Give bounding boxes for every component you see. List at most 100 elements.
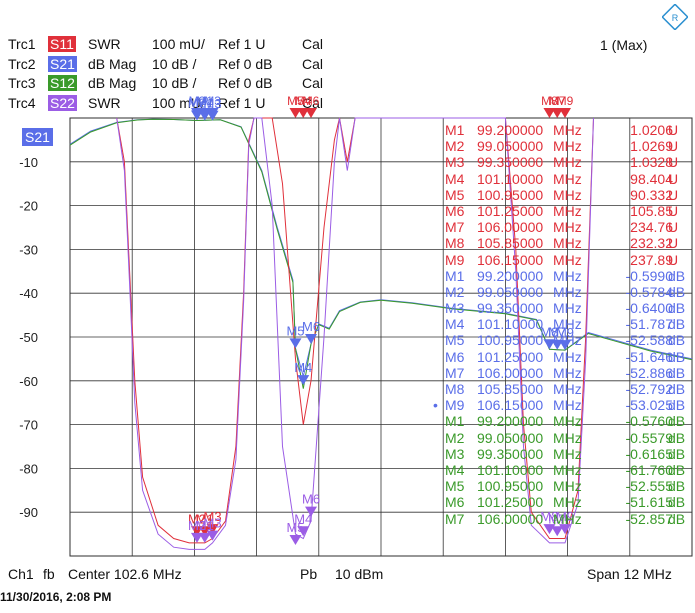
marker-id: M2: [445, 138, 465, 155]
marker-label: M3: [204, 509, 222, 524]
marker-frequency: 106.15000: [477, 251, 544, 268]
marker-value-unit: dB: [668, 267, 686, 284]
trace-format: SWR: [88, 94, 121, 111]
top-marker-triangle: [297, 108, 310, 118]
marker-frequency-unit: MHz: [553, 316, 582, 333]
marker-value-unit: U: [668, 235, 679, 252]
marker-label: M2: [188, 96, 206, 111]
marker-id: M5: [445, 332, 465, 349]
marker-table-row: • M9 106.15000 MHz -53.025 dB: [433, 397, 691, 414]
y-tick-label: -10: [19, 155, 38, 170]
trace-scale: 10 dB /: [152, 55, 197, 72]
marker-table-row: M4 101.10000 MHz 98.404 U: [443, 171, 691, 187]
marker-id: M1: [445, 267, 465, 284]
marker-value-unit: U: [668, 138, 679, 155]
trace-ref: Ref 0 dB: [218, 75, 273, 91]
marker-frequency: 101.25000: [477, 348, 544, 365]
marker-value-unit: dB: [668, 478, 686, 495]
marker-frequency: 99.050000: [477, 429, 544, 446]
marker-id: M4: [445, 461, 465, 478]
marker-table-row: M3 99.350000 MHz 1.0328 U: [443, 154, 691, 170]
trace-scale: 100 mU/: [152, 94, 205, 111]
marker-frequency: 105.85000: [477, 235, 544, 252]
marker-value: 98.404: [630, 170, 673, 187]
marker-value: -52.857: [625, 510, 673, 527]
marker-frequency: 100.95000: [477, 186, 544, 203]
marker-frequency-unit: MHz: [553, 202, 582, 219]
marker-label: M6: [302, 492, 320, 507]
marker-label: M1: [196, 511, 214, 526]
active-marker-dot: •: [433, 397, 438, 414]
marker-value: -51.615: [625, 494, 673, 511]
trace-format: dB Mag: [88, 55, 137, 72]
marker-frequency-unit: MHz: [553, 122, 582, 138]
marker-value: 90.332: [630, 186, 673, 203]
marker-value: -0.6165: [625, 445, 673, 462]
top-marker-label: M1: [196, 94, 213, 108]
marker-value: -0.5990: [625, 267, 673, 284]
marker-value: -0.5579: [625, 429, 673, 446]
marker-triangle: [190, 532, 203, 543]
marker-id: M4: [445, 170, 465, 187]
marker-id: M6: [445, 202, 465, 219]
marker-label: M1: [196, 518, 214, 533]
marker-id: M7: [445, 219, 465, 236]
trace-param: S12: [48, 75, 77, 91]
marker-frequency-unit: MHz: [553, 283, 582, 300]
top-marker-label: M3: [204, 94, 221, 108]
marker-id: M6: [445, 494, 465, 511]
marker-table-row: M1 99.200000 MHz 1.0206 U: [443, 122, 691, 138]
marker-table-row: M1 99.200000 MHz -0.5760 dB: [443, 413, 691, 429]
marker-value-unit: dB: [668, 316, 686, 333]
marker-id: M5: [445, 478, 465, 495]
marker-frequency: 106.00000: [477, 219, 544, 236]
marker-value-unit: dB: [668, 413, 686, 430]
marker-table-row: M6 101.25000 MHz 105.85 U: [443, 203, 691, 219]
marker-label: M7: [548, 511, 566, 526]
marker-table-row: M8 105.85000 MHz -52.792 dB: [443, 381, 691, 397]
marker-frequency-unit: MHz: [553, 429, 582, 446]
marker-value: -51.646: [625, 348, 673, 365]
marker-frequency: 101.10000: [477, 461, 544, 478]
top-marker-triangle: [305, 108, 318, 118]
marker-value: -0.5784: [625, 283, 673, 300]
marker-frequency: 99.200000: [477, 122, 544, 138]
top-marker-label: M7: [549, 94, 566, 108]
marker-frequency: 101.25000: [477, 202, 544, 219]
marker-triangle: [305, 506, 318, 517]
y-tick-label: -20: [19, 199, 38, 214]
trace-param: S21: [48, 55, 77, 72]
marker-value: 1.0269: [630, 138, 673, 155]
marker-value: -0.5760: [625, 413, 673, 430]
marker-id: M9: [445, 397, 465, 414]
marker-label: M4: [294, 360, 312, 375]
marker-value-unit: dB: [668, 348, 686, 365]
marker-id: M5: [445, 186, 465, 203]
marker-value-unit: U: [668, 154, 679, 171]
marker-id: M1: [445, 122, 465, 138]
marker-frequency: 100.95000: [477, 478, 544, 495]
marker-frequency: 105.85000: [477, 381, 544, 397]
marker-frequency-unit: MHz: [553, 251, 582, 268]
marker-table-row: M2 99.050000 MHz -0.5579 dB: [443, 430, 691, 446]
marker-value: 1.0206: [630, 122, 673, 138]
marker-label: M8: [540, 324, 558, 339]
marker-table-row: M8 105.85000 MHz 232.32 U: [443, 235, 691, 251]
trace-ref: Ref 1 U: [218, 36, 266, 52]
marker-value-unit: dB: [668, 494, 686, 511]
footer-channel: Ch1: [8, 566, 34, 582]
marker-value: -52.588: [625, 332, 673, 349]
marker-label: M7: [548, 325, 566, 340]
marker-triangle: [206, 530, 219, 541]
marker-triangle: [289, 535, 302, 546]
marker-frequency-unit: MHz: [553, 461, 582, 478]
marker-frequency: 101.10000: [477, 170, 544, 187]
marker-frequency: 99.200000: [477, 267, 544, 284]
marker-table-row: M2 99.050000 MHz -0.5784 dB: [443, 284, 691, 300]
active-trace-label: S21: [22, 128, 53, 146]
marker-id: M8: [445, 381, 465, 397]
marker-frequency: 100.95000: [477, 332, 544, 349]
marker-value: -51.787: [625, 316, 673, 333]
marker-frequency: 101.25000: [477, 494, 544, 511]
marker-table-row: M2 99.050000 MHz 1.0269 U: [443, 138, 691, 154]
